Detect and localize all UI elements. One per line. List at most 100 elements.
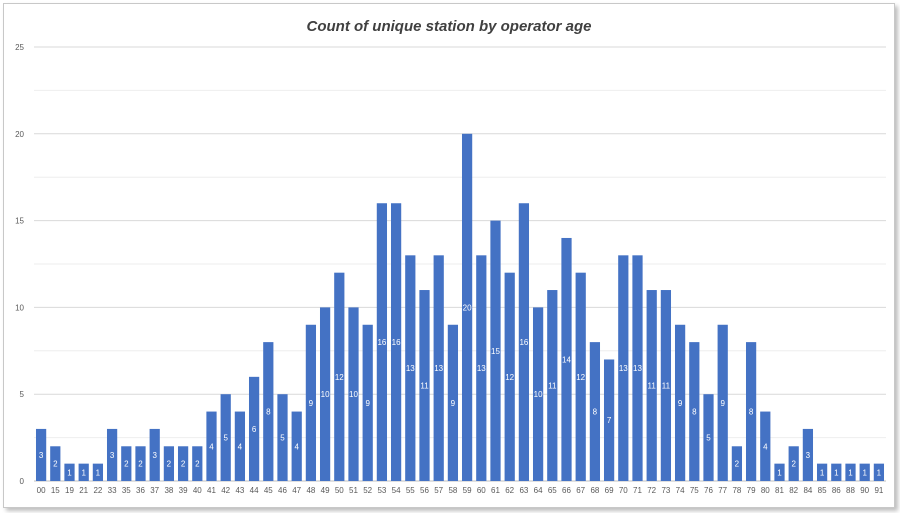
data-label-68: 8 [593, 408, 598, 417]
x-tick-label-59: 59 [463, 486, 472, 495]
x-tick-label-54: 54 [392, 486, 401, 495]
data-label-37: 3 [152, 451, 157, 460]
x-tick-label-80: 80 [761, 486, 770, 495]
x-tick-label-33: 33 [108, 486, 117, 495]
x-tick-label-37: 37 [150, 486, 159, 495]
bar-77 [717, 324, 728, 481]
x-tick-label-77: 77 [718, 486, 727, 495]
bar-62 [504, 272, 515, 481]
x-tick-label-84: 84 [803, 486, 812, 495]
x-tick-label-22: 22 [93, 486, 102, 495]
data-label-40: 2 [195, 460, 200, 469]
data-label-39: 2 [181, 460, 186, 469]
data-label-70: 13 [619, 364, 628, 373]
bar-81 [774, 463, 785, 481]
bar-80 [760, 411, 771, 481]
x-tick-label-43: 43 [235, 486, 244, 495]
x-tick-label-66: 66 [562, 486, 571, 495]
bar-37 [149, 428, 160, 481]
x-tick-label-62: 62 [505, 486, 514, 495]
bar-73 [660, 290, 672, 481]
bar-51 [348, 307, 359, 481]
bar-39 [177, 446, 189, 481]
y-tick-label: 25 [15, 43, 24, 52]
bar-53 [376, 203, 388, 482]
bar-57 [433, 255, 444, 481]
x-tick-label-47: 47 [292, 486, 301, 495]
bar-68 [589, 342, 601, 481]
x-tick-label-00: 00 [37, 486, 46, 495]
x-tick-label-58: 58 [448, 486, 457, 495]
data-label-61: 15 [491, 347, 500, 356]
data-label-73: 11 [662, 382, 671, 391]
bar-79 [745, 342, 757, 481]
x-tick-label-76: 76 [704, 486, 713, 495]
bar-74 [674, 324, 686, 481]
data-label-50: 12 [335, 373, 344, 382]
data-label-42: 5 [223, 434, 228, 443]
x-tick-label-50: 50 [335, 486, 344, 495]
data-label-56: 11 [420, 382, 429, 391]
data-label-00: 3 [39, 451, 44, 460]
data-label-41: 4 [209, 442, 214, 451]
data-label-48: 9 [309, 399, 314, 408]
x-tick-label-61: 61 [491, 486, 500, 495]
x-tick-label-60: 60 [477, 486, 486, 495]
bar-47 [291, 411, 302, 481]
data-label-85: 1 [820, 468, 825, 477]
data-label-78: 2 [735, 460, 740, 469]
x-tick-label-15: 15 [51, 486, 60, 495]
x-tick-label-35: 35 [122, 486, 131, 495]
data-label-60: 13 [477, 364, 486, 373]
data-label-45: 8 [266, 408, 271, 417]
x-tick-label-79: 79 [747, 486, 756, 495]
bar-78 [731, 446, 743, 481]
bar-41 [206, 411, 217, 481]
data-label-76: 5 [706, 434, 711, 443]
bar-72 [646, 290, 657, 481]
data-label-51: 10 [349, 390, 358, 399]
x-axis-ticks: 00 15 19 21 22 33 35 36 37 38 39 40 41 42 43 44 45 46 47 48… [37, 486, 884, 495]
data-label-80: 4 [763, 442, 768, 451]
chart-title: Count of unique station by operator age [306, 18, 592, 35]
y-tick-label: 10 [15, 303, 24, 312]
data-label-52: 9 [365, 399, 370, 408]
data-label-22: 1 [96, 468, 101, 477]
data-label-33: 3 [110, 451, 115, 460]
bar-44 [248, 376, 260, 481]
data-label-81: 1 [777, 468, 782, 477]
bar-59 [461, 133, 473, 482]
x-tick-label-63: 63 [519, 486, 528, 495]
bar-54 [390, 203, 402, 482]
data-label-21: 1 [81, 468, 86, 477]
bar-84 [802, 428, 814, 481]
bar-66 [561, 237, 572, 481]
data-label-59: 20 [463, 303, 472, 312]
bar-36 [135, 446, 146, 481]
bar-70 [618, 255, 629, 481]
x-tick-label-67: 67 [576, 486, 585, 495]
bar-63 [518, 203, 530, 482]
x-tick-label-73: 73 [661, 486, 670, 495]
data-label-79: 8 [749, 408, 754, 417]
bar-76 [703, 394, 714, 481]
x-tick-label-64: 64 [534, 486, 543, 495]
bar-61 [490, 220, 501, 481]
x-tick-label-38: 38 [164, 486, 173, 495]
x-tick-label-55: 55 [406, 486, 415, 495]
bar-50 [334, 272, 345, 481]
data-label-88: 1 [848, 468, 853, 477]
bar-60 [476, 255, 487, 481]
y-tick-label: 0 [20, 477, 25, 486]
x-tick-label-86: 86 [832, 486, 841, 495]
gridlines [34, 46, 886, 482]
data-label-57: 13 [434, 364, 443, 373]
bar-19 [64, 463, 75, 481]
bar-15 [50, 446, 61, 481]
data-label-36: 2 [138, 460, 143, 469]
x-tick-label-36: 36 [136, 486, 145, 495]
x-tick-label-88: 88 [846, 486, 855, 495]
data-label-67: 12 [576, 373, 585, 382]
data-label-86: 1 [834, 468, 839, 477]
